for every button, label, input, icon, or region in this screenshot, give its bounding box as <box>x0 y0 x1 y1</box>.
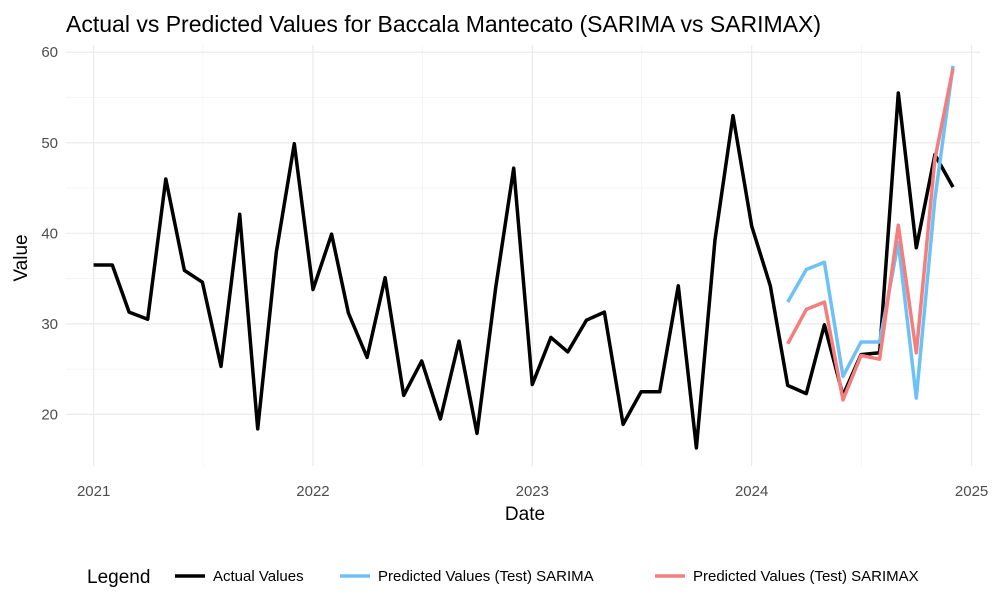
legend-title: Legend <box>87 567 150 588</box>
legend-label: Predicted Values (Test) SARIMA <box>378 568 594 585</box>
x-tick-label: 2025 <box>955 483 988 500</box>
legend-label: Actual Values <box>213 568 304 585</box>
series-layer <box>93 65 955 450</box>
series-line <box>786 65 955 400</box>
x-axis: 2021 2022 2023 2024 2025 <box>77 483 988 500</box>
x-tick-label: 2024 <box>735 483 768 500</box>
chart-title: Actual vs Predicted Values for Baccala M… <box>66 11 821 37</box>
x-axis-title: Date <box>505 504 545 525</box>
y-tick-label: 60 <box>41 44 58 61</box>
series-line <box>786 68 955 402</box>
y-tick-label: 30 <box>41 316 58 333</box>
x-tick-label: 2021 <box>77 483 110 500</box>
y-tick-label: 50 <box>41 135 58 152</box>
series-line <box>93 91 955 450</box>
y-axis: 20 30 40 50 60 <box>41 44 58 423</box>
legend: Legend Actual Values Predicted Values (Te… <box>87 567 919 588</box>
y-tick-label: 20 <box>41 406 58 423</box>
y-axis-title: Value <box>11 234 32 281</box>
legend-label: Predicted Values (Test) SARIMAX <box>693 568 919 585</box>
x-tick-label: 2022 <box>296 483 329 500</box>
y-tick-label: 40 <box>41 225 58 242</box>
grid <box>66 45 980 466</box>
x-tick-label: 2023 <box>516 483 549 500</box>
